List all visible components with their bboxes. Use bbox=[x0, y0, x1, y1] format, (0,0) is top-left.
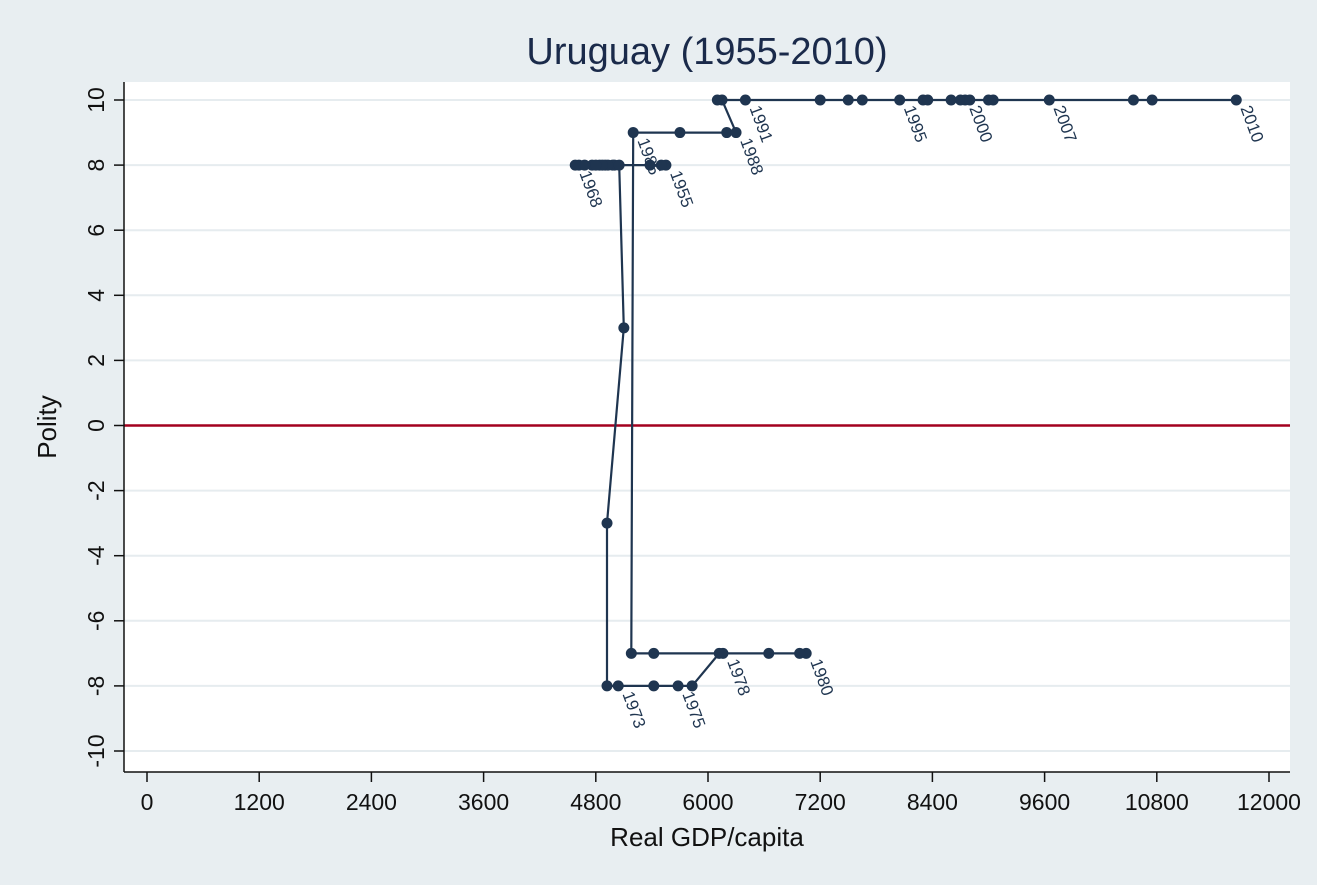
data-point bbox=[763, 647, 775, 659]
y-tick-label: 10 bbox=[83, 87, 109, 113]
data-point bbox=[987, 94, 999, 106]
y-tick-label: 8 bbox=[83, 159, 109, 172]
data-point bbox=[1127, 94, 1139, 106]
y-tick-label: 4 bbox=[83, 289, 109, 302]
data-point bbox=[648, 680, 660, 692]
data-point bbox=[674, 127, 686, 139]
data-point bbox=[601, 680, 613, 692]
data-point bbox=[730, 127, 742, 139]
data-point bbox=[856, 94, 868, 106]
x-tick-label: 6000 bbox=[682, 789, 733, 815]
data-point bbox=[739, 94, 751, 106]
data-point bbox=[842, 94, 854, 106]
y-tick-label: -4 bbox=[83, 545, 109, 566]
data-point bbox=[964, 94, 976, 106]
x-tick-label: 0 bbox=[141, 789, 154, 815]
data-point bbox=[627, 127, 639, 139]
data-point bbox=[1043, 94, 1055, 106]
x-tick-label: 3600 bbox=[458, 789, 509, 815]
chart-title: Uruguay (1955-2010) bbox=[526, 31, 887, 73]
x-tick-label: 1200 bbox=[234, 789, 285, 815]
x-tick-label: 2400 bbox=[346, 789, 397, 815]
y-axis-label: Polity bbox=[32, 395, 62, 459]
x-tick-label: 7200 bbox=[795, 789, 846, 815]
axis-layer: 10 8 6 4 2 0 -2 -4 -6 -8 -10 0 1200 2400 3600 4800 6000 7… bbox=[83, 82, 1301, 815]
x-tick-label: 12000 bbox=[1237, 789, 1301, 815]
x-tick-label: 8400 bbox=[907, 789, 958, 815]
data-point bbox=[655, 159, 667, 171]
data-point bbox=[945, 94, 957, 106]
y-tick-label: -2 bbox=[83, 480, 109, 500]
x-tick-label: 4800 bbox=[570, 789, 621, 815]
y-tick-label: 2 bbox=[83, 354, 109, 367]
data-point bbox=[590, 159, 602, 171]
data-point bbox=[1230, 94, 1242, 106]
x-tick-label: 9600 bbox=[1019, 789, 1070, 815]
data-point bbox=[686, 680, 698, 692]
data-point bbox=[814, 94, 826, 106]
data-point bbox=[612, 680, 624, 692]
data-point bbox=[579, 159, 591, 171]
data-point bbox=[717, 647, 729, 659]
data-point bbox=[711, 94, 723, 106]
data-point bbox=[625, 647, 637, 659]
data-point bbox=[618, 322, 630, 334]
data-point bbox=[894, 94, 906, 106]
data-point bbox=[648, 647, 660, 659]
data-point bbox=[794, 647, 806, 659]
data-point bbox=[672, 680, 684, 692]
data-point bbox=[613, 159, 625, 171]
data-point bbox=[922, 94, 934, 106]
y-tick-label: 0 bbox=[83, 419, 109, 432]
x-tick-label: 10800 bbox=[1125, 789, 1189, 815]
y-tick-label: -8 bbox=[83, 676, 109, 696]
y-tick-label: 6 bbox=[83, 224, 109, 237]
data-point bbox=[601, 517, 613, 529]
data-point bbox=[721, 127, 733, 139]
y-tick-label: -10 bbox=[83, 734, 109, 767]
data-point bbox=[1146, 94, 1158, 106]
data-point bbox=[644, 159, 656, 171]
data-point bbox=[569, 159, 581, 171]
x-axis-label: Real GDP/capita bbox=[610, 822, 804, 852]
grid-layer bbox=[124, 99, 1290, 752]
y-tick-label: -6 bbox=[83, 611, 109, 631]
data-point bbox=[954, 94, 966, 106]
plot-area bbox=[124, 82, 1290, 772]
